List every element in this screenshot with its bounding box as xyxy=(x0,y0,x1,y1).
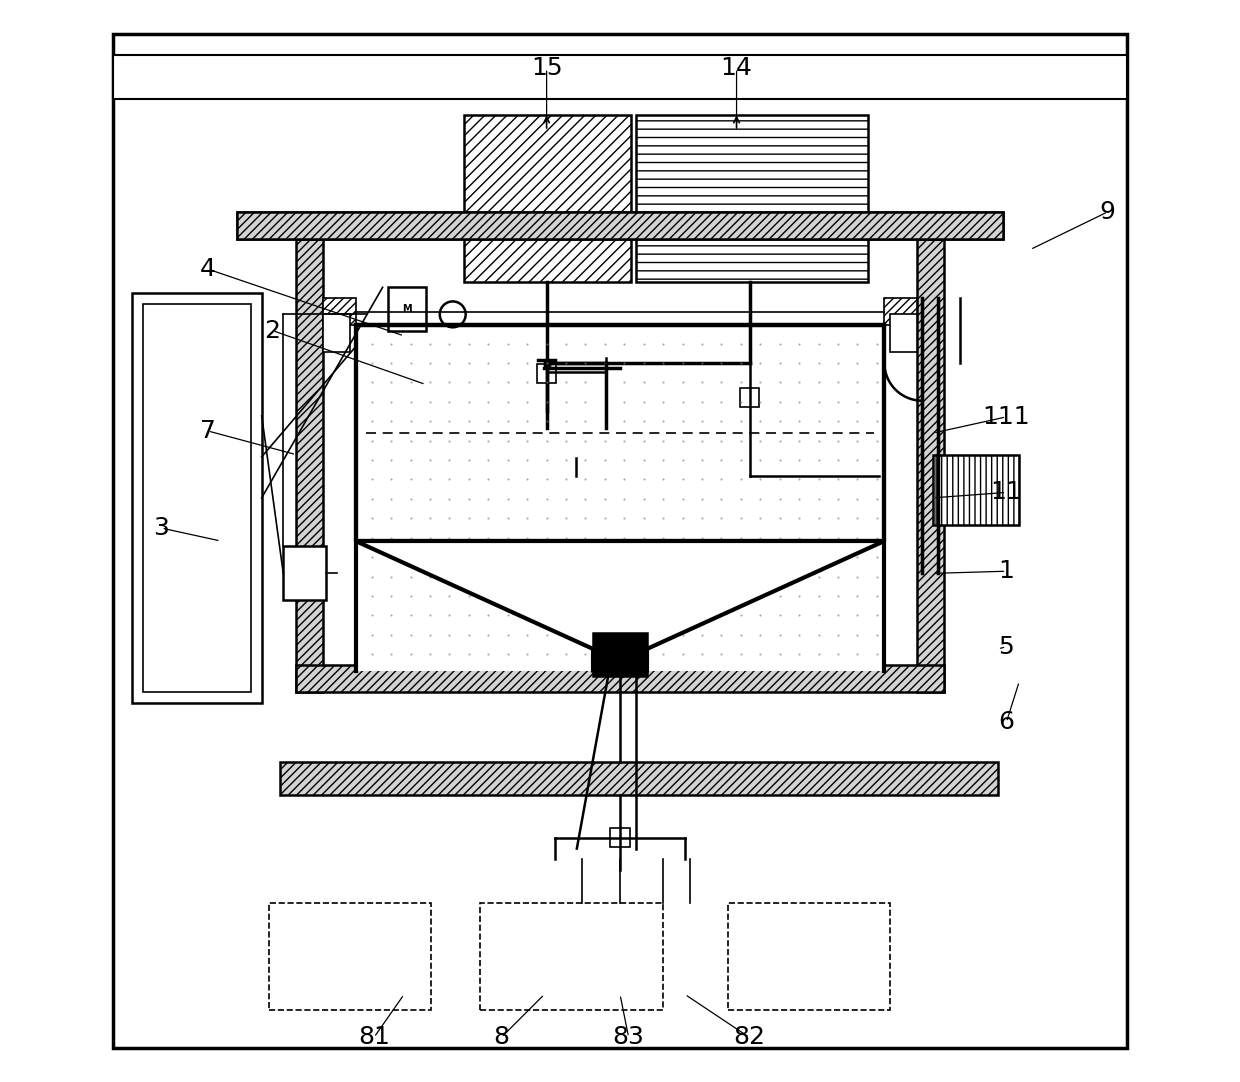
Bar xyxy=(296,239,324,692)
Bar xyxy=(324,299,356,326)
Bar xyxy=(283,546,326,601)
Text: 15: 15 xyxy=(531,56,563,80)
Bar xyxy=(537,364,557,383)
Text: 6: 6 xyxy=(998,710,1014,735)
Polygon shape xyxy=(541,424,610,451)
Polygon shape xyxy=(356,541,884,671)
Bar xyxy=(932,454,1019,525)
Bar xyxy=(728,902,890,1011)
Bar xyxy=(269,902,432,1011)
Bar xyxy=(916,239,944,692)
Text: M: M xyxy=(402,304,412,314)
Bar xyxy=(237,212,1003,239)
Text: 81: 81 xyxy=(358,1026,389,1050)
Bar xyxy=(740,387,759,407)
Text: 8: 8 xyxy=(494,1026,510,1050)
Bar xyxy=(480,902,663,1011)
Text: 82: 82 xyxy=(734,1026,765,1050)
Text: 111: 111 xyxy=(982,405,1030,428)
Text: 5: 5 xyxy=(998,635,1014,659)
Polygon shape xyxy=(546,425,606,458)
Bar xyxy=(890,315,916,352)
Bar xyxy=(356,326,884,671)
Text: 1: 1 xyxy=(998,559,1014,583)
Circle shape xyxy=(440,302,466,328)
Text: 4: 4 xyxy=(200,258,216,281)
Bar xyxy=(280,762,998,794)
Text: 3: 3 xyxy=(154,516,170,540)
Bar xyxy=(324,315,350,352)
Bar xyxy=(237,212,1003,239)
Bar xyxy=(610,828,630,847)
Bar xyxy=(113,55,1127,98)
Bar xyxy=(742,377,758,392)
Text: 9: 9 xyxy=(1100,200,1116,224)
Text: 2: 2 xyxy=(264,318,280,343)
Bar xyxy=(296,665,944,692)
Bar xyxy=(636,115,868,282)
Bar xyxy=(356,326,884,541)
Bar xyxy=(143,304,250,692)
Text: 7: 7 xyxy=(200,419,216,443)
Polygon shape xyxy=(541,424,610,457)
Bar xyxy=(133,293,262,703)
Bar xyxy=(884,299,916,326)
Text: 83: 83 xyxy=(613,1026,645,1050)
Bar xyxy=(388,288,425,331)
Text: 14: 14 xyxy=(720,56,753,80)
Bar xyxy=(593,633,647,676)
Bar xyxy=(464,115,631,282)
Text: 11: 11 xyxy=(991,480,1022,504)
